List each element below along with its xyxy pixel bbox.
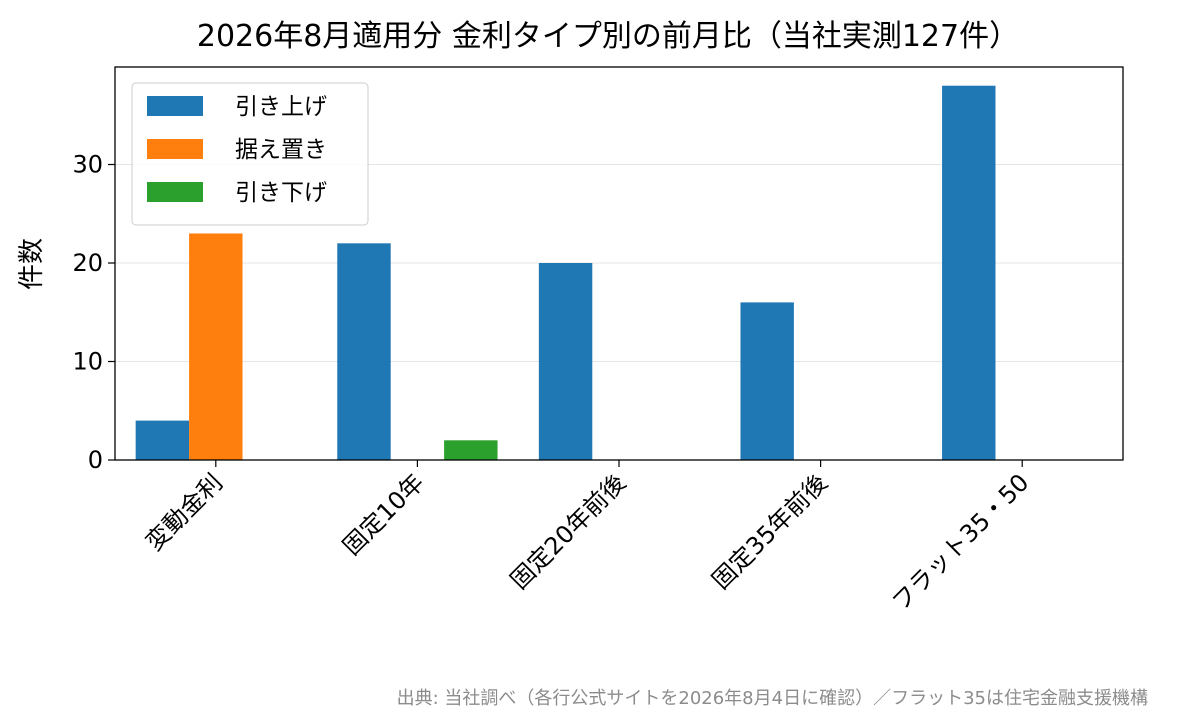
x-tick-label: フラット35・50 <box>887 468 1035 616</box>
legend-label: 据え置き <box>235 137 327 163</box>
y-tick-label: 30 <box>72 151 103 179</box>
chart-title: 2026年8月適用分 金利タイプ別の前月比（当社実測127件） <box>197 19 1019 54</box>
x-tick-label: 固定35年前後 <box>707 468 833 594</box>
source-note: 出典: 当社調べ（各行公式サイトを2026年8月4日に確認）／フラット35は住宅… <box>397 688 1148 709</box>
legend-label: 引き上げ <box>235 94 327 120</box>
x-axis-ticks: 変動金利 固定10年 固定20年前後 固定35年前後 フラット35・50 <box>140 460 1034 616</box>
x-tick-label: 固定20年前後 <box>505 468 631 594</box>
bar-1-4 <box>740 302 794 460</box>
x-tick-label: 固定10年 <box>337 468 429 560</box>
bar-1-5 <box>942 85 996 460</box>
y-tick-label: 10 <box>72 348 103 376</box>
y-tick-label: 0 <box>88 446 103 474</box>
bar-1-1 <box>135 420 190 460</box>
bar-2-1 <box>189 233 243 460</box>
y-tick-label: 20 <box>72 249 103 277</box>
x-tick-label: 変動金利 <box>140 468 228 556</box>
y-axis-ticks: 0 10 20 30 <box>72 151 115 474</box>
y-axis-label: 件数 <box>17 238 47 290</box>
bar-1-3 <box>538 263 593 460</box>
bar-1-2 <box>337 243 391 460</box>
legend-swatch <box>147 96 203 116</box>
legend-label: 引き下げ <box>235 180 327 206</box>
legend-swatch <box>147 139 203 159</box>
bar-3-2 <box>444 440 498 460</box>
legend-swatch <box>147 182 203 202</box>
bars <box>135 85 996 460</box>
